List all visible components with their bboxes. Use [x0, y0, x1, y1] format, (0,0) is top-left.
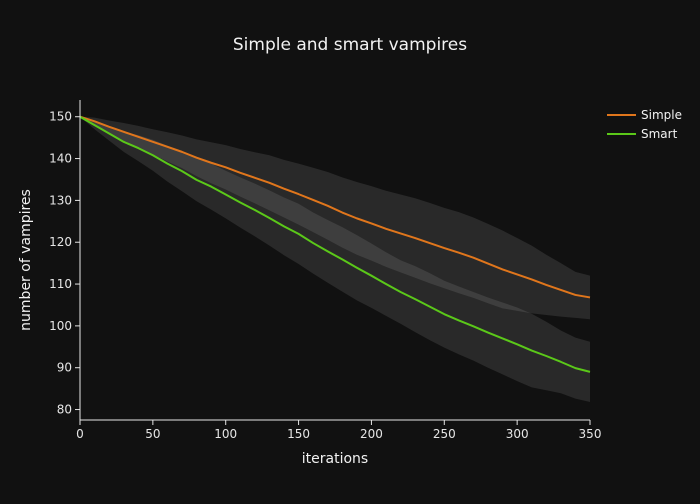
x-tick-label: 350 [579, 427, 602, 441]
band-simple [80, 116, 590, 320]
chart-title: Simple and smart vampires [233, 35, 467, 55]
y-tick-label: 140 [49, 152, 72, 166]
y-tick-label: 80 [57, 403, 72, 417]
legend-label-simple: Simple [641, 108, 682, 122]
x-tick-label: 0 [76, 427, 84, 441]
y-tick-label: 90 [57, 361, 72, 375]
x-tick-label: 100 [214, 427, 237, 441]
y-tick-label: 120 [49, 235, 72, 249]
confidence-bands [80, 116, 590, 403]
series-lines [79, 115, 591, 373]
line-smart [79, 115, 591, 373]
y-tick-label: 150 [49, 110, 72, 124]
x-axis-ticks: 0 50 100 150 200 250 300 350 [76, 420, 601, 441]
y-axis-ticks: 80 90 100 110 120 130 140 150 [49, 110, 80, 417]
legend-label-smart: Smart [641, 127, 678, 141]
legend: Simple Smart [607, 108, 682, 141]
band-smart [80, 116, 590, 403]
y-tick-label: 130 [49, 193, 72, 207]
x-tick-label: 200 [360, 427, 383, 441]
line-simple [79, 115, 591, 299]
x-tick-label: 50 [145, 427, 160, 441]
y-axis-label: number of vampires [18, 189, 34, 331]
x-tick-label: 150 [287, 427, 310, 441]
x-axis-label: iterations [302, 451, 368, 467]
y-tick-label: 110 [49, 277, 72, 291]
x-tick-label: 250 [433, 427, 456, 441]
x-tick-label: 300 [506, 427, 529, 441]
y-tick-label: 100 [49, 319, 72, 333]
